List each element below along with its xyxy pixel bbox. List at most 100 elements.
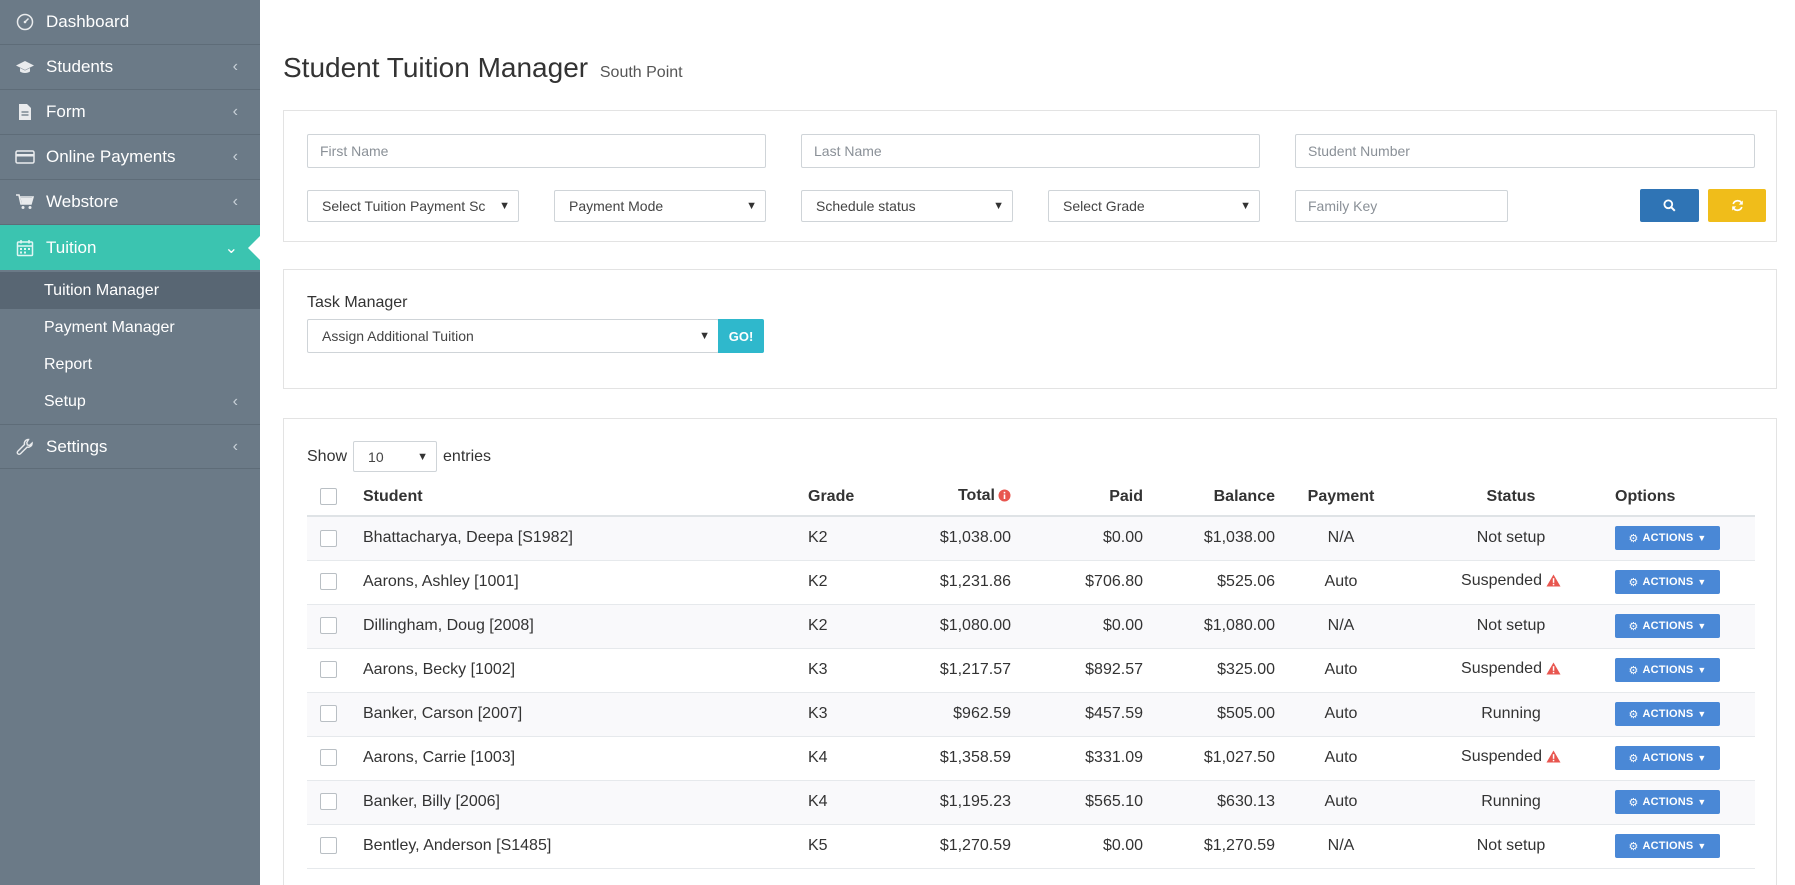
row-checkbox[interactable] <box>320 749 337 767</box>
sidebar: Dashboard Students ‹ Form ‹ Online Payme… <box>0 0 260 885</box>
chevron-down-icon: ⌄ <box>224 239 238 257</box>
sidebar-item-label: Dashboard <box>46 12 130 31</box>
student-cell[interactable]: Dillingham, Doug [2008] <box>363 604 808 649</box>
caret-down-icon: ▼ <box>495 200 510 212</box>
status-cell: Not setup <box>1407 604 1615 649</box>
sidebar-item-label: Tuition <box>46 237 97 257</box>
payment-mode-select[interactable]: Payment Mode ▼ <box>554 190 766 222</box>
caret-down-icon: ▼ <box>413 450 429 463</box>
sidebar-item-dashboard[interactable]: Dashboard <box>0 0 260 45</box>
row-select-cell <box>307 692 363 737</box>
actions-label: ACTIONS <box>1642 664 1694 676</box>
sidebar-subitem-report[interactable]: Report <box>0 346 260 383</box>
status-text: Not setup <box>1476 529 1546 547</box>
column-header-paid[interactable]: Paid <box>1011 479 1143 517</box>
actions-button[interactable]: ⚙ ACTIONS ▼ <box>1615 702 1720 726</box>
task-select[interactable]: Assign Additional Tuition ▼ <box>307 319 719 353</box>
status-text: Suspended <box>1461 748 1542 765</box>
paid-cell: $565.10 <box>1011 780 1143 825</box>
student-cell[interactable]: Bentley, Anderson [S1485] <box>363 824 808 869</box>
options-cell: ⚙ ACTIONS ▼ <box>1615 604 1755 649</box>
schedule-status-select[interactable]: Schedule status ▼ <box>801 190 1013 222</box>
student-cell[interactable]: Aarons, Ashley [1001] <box>363 560 808 605</box>
student-cell[interactable]: Aarons, Carrie [1003] <box>363 736 808 781</box>
column-header-total[interactable]: Total <box>898 479 1011 517</box>
balance-cell: $505.00 <box>1143 692 1275 737</box>
column-header-student[interactable]: Student <box>363 479 808 517</box>
grade-cell: K5 <box>808 824 898 869</box>
balance-cell: $1,038.00 <box>1143 516 1275 561</box>
sidebar-subitem-payment-manager[interactable]: Payment Manager <box>0 309 260 346</box>
actions-button[interactable]: ⚙ ACTIONS ▼ <box>1615 746 1720 770</box>
actions-button[interactable]: ⚙ ACTIONS ▼ <box>1615 834 1720 858</box>
select-value: 10 <box>368 448 384 465</box>
caret-down-icon: ▼ <box>1697 841 1707 851</box>
row-checkbox[interactable] <box>320 617 337 635</box>
status-cell: Running <box>1407 780 1615 825</box>
table-row: Banker, Billy [2006] K4 $1,195.23 $565.10 $6… <box>307 780 1755 825</box>
sidebar-item-tuition[interactable]: Tuition ⌄ <box>0 225 260 270</box>
first-name-input[interactable]: First Name <box>307 134 766 168</box>
balance-cell: $1,270.59 <box>1143 824 1275 869</box>
gear-icon: ⚙ <box>1628 708 1639 721</box>
sidebar-item-label: Webstore <box>46 192 119 211</box>
actions-button[interactable]: ⚙ ACTIONS ▼ <box>1615 570 1720 594</box>
grade-select[interactable]: Select Grade ▼ <box>1048 190 1260 222</box>
warning-icon <box>1546 750 1561 768</box>
row-checkbox[interactable] <box>320 705 337 723</box>
status-text: Not setup <box>1476 617 1546 634</box>
entries-select[interactable]: 10 ▼ <box>353 441 438 472</box>
actions-button[interactable]: ⚙ ACTIONS ▼ <box>1615 526 1720 551</box>
student-cell[interactable]: Banker, Billy [2006] <box>363 780 808 825</box>
family-key-input[interactable]: Family Key <box>1295 190 1508 222</box>
student-cell[interactable]: Aarons, Becky [1002] <box>363 648 808 693</box>
row-select-cell <box>307 780 363 825</box>
student-cell[interactable]: Bhattacharya, Deepa [S1982] <box>363 516 808 561</box>
column-header-status[interactable]: Status <box>1407 479 1615 517</box>
column-header-balance[interactable]: Balance <box>1143 479 1275 517</box>
select-value: Select Tuition Payment Sc <box>322 198 486 214</box>
row-checkbox[interactable] <box>320 661 337 679</box>
actions-button[interactable]: ⚙ ACTIONS ▼ <box>1615 790 1720 814</box>
info-icon[interactable] <box>998 489 1011 507</box>
sidebar-item-form[interactable]: Form ‹ <box>0 90 260 135</box>
sidebar-subitem-setup[interactable]: Setup ‹ <box>0 383 260 420</box>
select-value: Schedule status <box>816 198 916 214</box>
sidebar-item-students[interactable]: Students ‹ <box>0 45 260 90</box>
search-icon <box>1663 199 1676 212</box>
table-row: Aarons, Ashley [1001] K2 $1,231.86 $706.80 $… <box>307 560 1755 605</box>
column-header-grade[interactable]: Grade <box>808 479 898 517</box>
sidebar-subitem-tuition-manager[interactable]: Tuition Manager <box>0 272 260 309</box>
select-all-checkbox[interactable] <box>320 488 337 506</box>
paid-cell: $892.57 <box>1011 648 1143 693</box>
row-checkbox[interactable] <box>320 837 337 855</box>
document-icon <box>14 101 36 123</box>
row-select-cell <box>307 736 363 781</box>
row-checkbox[interactable] <box>320 793 337 811</box>
sidebar-item-online-payments[interactable]: Online Payments ‹ <box>0 135 260 180</box>
student-cell[interactable]: Banker, Carson [2007] <box>363 692 808 737</box>
reset-button[interactable] <box>1708 189 1766 222</box>
row-checkbox[interactable] <box>320 529 337 547</box>
column-header-payment[interactable]: Payment <box>1275 479 1407 517</box>
table-row: Banker, Carson [2007] K3 $962.59 $457.59 $50… <box>307 692 1755 737</box>
page-title-text: Student Tuition Manager <box>283 52 589 83</box>
search-button[interactable] <box>1640 189 1699 222</box>
student-number-input[interactable]: Student Number <box>1295 134 1755 168</box>
options-cell: ⚙ ACTIONS ▼ <box>1615 824 1755 869</box>
actions-button[interactable]: ⚙ ACTIONS ▼ <box>1615 614 1720 638</box>
caret-down-icon: ▼ <box>1697 665 1707 675</box>
go-button[interactable]: GO! <box>718 319 764 353</box>
payment-schedule-select[interactable]: Select Tuition Payment Sc ▼ <box>307 190 519 222</box>
row-select-cell <box>307 604 363 649</box>
grade-cell: K2 <box>808 516 898 561</box>
graduation-cap-icon <box>14 56 36 78</box>
row-checkbox[interactable] <box>320 573 337 591</box>
last-name-input[interactable]: Last Name <box>801 134 1260 168</box>
payment-cell: Auto <box>1275 780 1407 825</box>
sidebar-subitem-label: Tuition Manager <box>44 281 160 299</box>
sidebar-item-settings[interactable]: Settings ‹ <box>0 424 260 469</box>
sidebar-item-webstore[interactable]: Webstore ‹ <box>0 180 260 225</box>
tuition-submenu: Tuition Manager Payment Manager Report S… <box>0 270 260 424</box>
actions-button[interactable]: ⚙ ACTIONS ▼ <box>1615 658 1720 682</box>
